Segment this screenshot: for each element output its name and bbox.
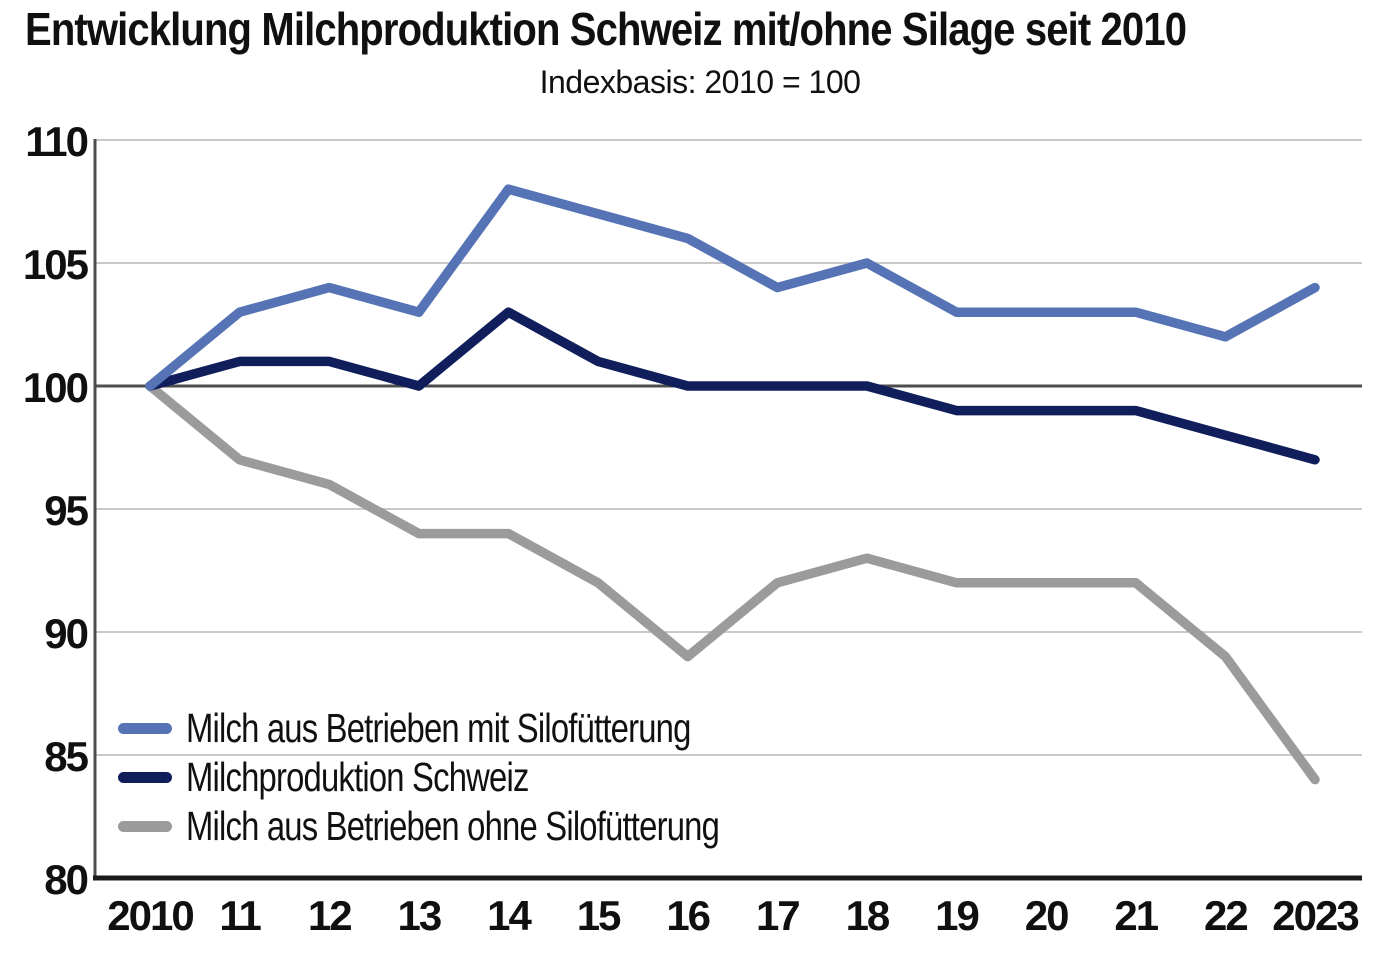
y-tick-label: 90	[44, 610, 87, 657]
x-tick-label: 12	[308, 892, 351, 939]
x-tick-label: 2023	[1272, 892, 1358, 939]
y-tick-label: 95	[44, 487, 88, 534]
series-line	[145, 184, 1320, 391]
x-tick-label: 19	[935, 892, 978, 939]
legend-label: Milch aus Betrieben ohne Silofütterung	[186, 802, 720, 849]
chart-subtitle: Indexbasis: 2010 = 100	[539, 64, 861, 100]
chart-title: Entwicklung Milchproduktion Schweiz mit/…	[25, 3, 1187, 55]
legend: Milch aus Betrieben mit Silofütterung Mi…	[118, 705, 852, 849]
legend-swatch-ohne-silofuetterung	[118, 820, 172, 832]
y-tick-label: 110	[25, 118, 87, 165]
x-tick-label: 16	[666, 892, 709, 939]
legend-label: Milchproduktion Schweiz	[186, 753, 529, 800]
legend-item: Milchproduktion Schweiz	[118, 754, 852, 800]
x-tick-label: 18	[846, 892, 890, 939]
x-tick-label: 15	[577, 892, 621, 939]
x-tick-label: 17	[756, 892, 799, 939]
x-tick-label: 22	[1204, 892, 1247, 939]
series-line	[145, 307, 1320, 465]
y-tick-label: 100	[23, 364, 88, 411]
x-tick-label: 20	[1025, 892, 1068, 939]
x-tick-label: 11	[219, 892, 261, 939]
x-tick-label: 21	[1114, 892, 1158, 939]
y-tick-label: 85	[44, 733, 88, 780]
legend-swatch-milchproduktion-schweiz	[118, 771, 172, 783]
legend-item: Milch aus Betrieben ohne Silofütterung	[118, 803, 852, 849]
x-tick-label: 13	[397, 892, 440, 939]
y-tick-label: 80	[44, 856, 87, 903]
x-tick-label: 14	[487, 892, 532, 939]
y-tick-label: 105	[23, 241, 89, 288]
series-line	[145, 381, 1320, 785]
legend-label: Milch aus Betrieben mit Silofütterung	[186, 704, 691, 751]
legend-swatch-mit-silofuetterung	[118, 722, 172, 734]
x-tick-label: 2010	[107, 892, 193, 939]
legend-item: Milch aus Betrieben mit Silofütterung	[118, 705, 852, 751]
